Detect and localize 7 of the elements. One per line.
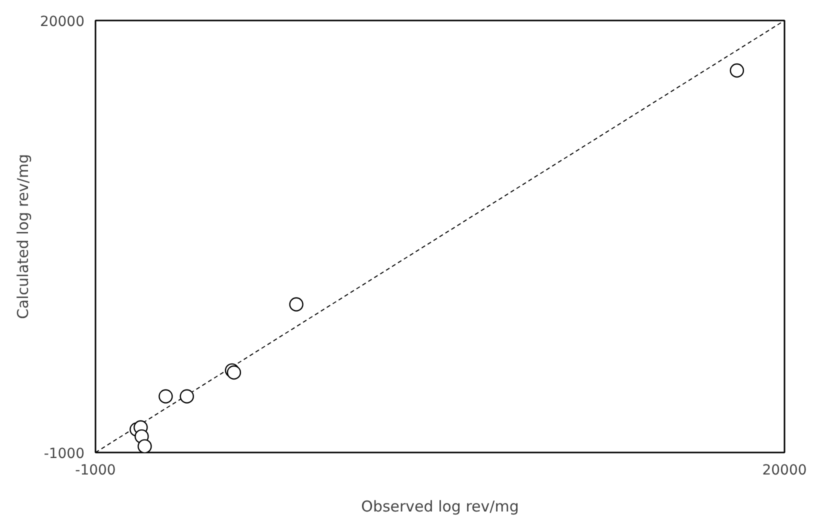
point <box>180 389 194 404</box>
y-axis-title: Calculated log rev/mg <box>14 154 32 320</box>
point <box>138 439 152 452</box>
x-axis-title: Observed log rev/mg <box>361 498 519 516</box>
point <box>289 297 304 312</box>
point <box>730 63 744 78</box>
point <box>158 389 173 404</box>
